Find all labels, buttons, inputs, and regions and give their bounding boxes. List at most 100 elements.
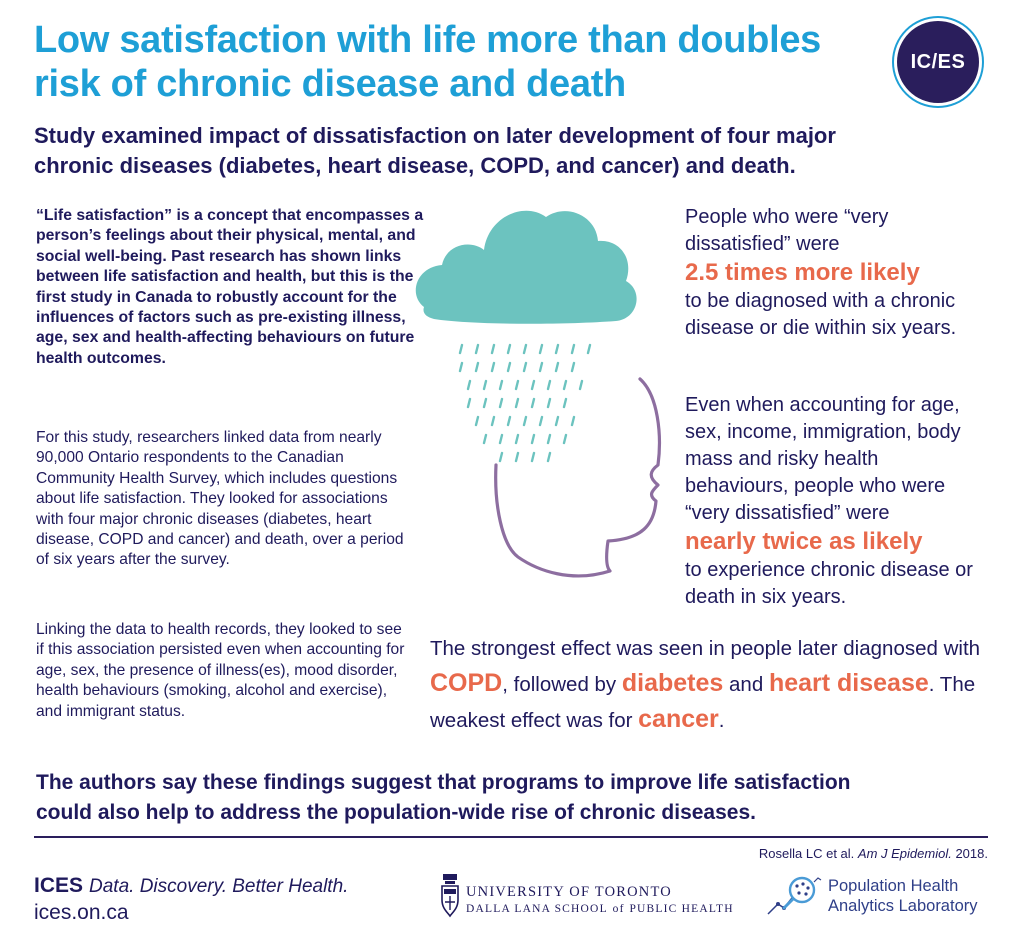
effects-and: and bbox=[729, 673, 764, 696]
rain-drop bbox=[514, 397, 520, 409]
rain-drop bbox=[514, 379, 520, 391]
illustration bbox=[415, 210, 661, 578]
rain-drop bbox=[466, 379, 472, 391]
citation-authors: Rosella LC et al. bbox=[758, 846, 855, 861]
uoft-school-of: of bbox=[612, 903, 625, 915]
rain-drop bbox=[554, 361, 560, 373]
stat-1-intro: People who were “very dissatisfied” were bbox=[685, 206, 889, 255]
rain-drop bbox=[530, 379, 536, 391]
rain-drop bbox=[498, 379, 504, 391]
rain-drop bbox=[538, 343, 544, 355]
uoft-school-b: PUBLIC HEALTH bbox=[629, 903, 734, 915]
effects-intro: The strongest effect was seen in people … bbox=[430, 637, 981, 660]
rain-drop bbox=[474, 361, 480, 373]
rain-drop bbox=[482, 397, 488, 409]
rain-drop bbox=[458, 343, 464, 355]
rain-drop bbox=[546, 451, 552, 463]
method-paragraph: For this study, researchers linked data … bbox=[36, 429, 404, 569]
rain-drop bbox=[506, 361, 512, 373]
rain-drop bbox=[498, 397, 504, 409]
uoft-crest-icon bbox=[441, 874, 459, 918]
citation-journal: Am J Epidemiol. bbox=[857, 846, 952, 861]
footer-brand-name: ICES bbox=[34, 874, 84, 897]
rain-drop bbox=[570, 415, 576, 427]
rain-drop bbox=[490, 361, 496, 373]
rain-drop bbox=[538, 361, 544, 373]
page-title: Low satisfaction with life more than dou… bbox=[34, 18, 894, 106]
effects-end: . bbox=[718, 709, 725, 732]
copd-highlight: COPD bbox=[430, 669, 503, 697]
rain-drop bbox=[530, 433, 536, 445]
rain-drop bbox=[482, 379, 488, 391]
rain-drop bbox=[522, 343, 528, 355]
citation: Rosella LC et al. Am J Epidemiol. 2018. bbox=[600, 846, 988, 862]
rain-drop bbox=[474, 415, 480, 427]
rain-drop bbox=[514, 433, 520, 445]
uoft-school-a: DALLA LANA SCHOOL bbox=[466, 903, 608, 915]
rain-drops bbox=[458, 343, 592, 463]
subtitle: Study examined impact of dissatisfaction… bbox=[34, 121, 934, 181]
rain-drop bbox=[530, 451, 536, 463]
rain-drop bbox=[490, 415, 496, 427]
rain-drop bbox=[578, 379, 584, 391]
stat-2-highlight: nearly twice as likely bbox=[685, 528, 923, 555]
conclusion-line-2: could also help to address the populatio… bbox=[36, 801, 756, 824]
cancer-highlight: cancer bbox=[638, 705, 719, 733]
title-line-1: Low satisfaction with life more than dou… bbox=[34, 19, 821, 61]
rain-drop bbox=[570, 361, 576, 373]
rain-drop bbox=[530, 397, 536, 409]
intro-paragraph: “Life satisfaction” is a concept that en… bbox=[36, 207, 424, 367]
conclusion: The authors say these findings suggest t… bbox=[36, 768, 986, 828]
rain-drop bbox=[506, 415, 512, 427]
rain-drop bbox=[466, 397, 472, 409]
stat-block-2: Even when accounting for age, sex, incom… bbox=[685, 392, 985, 611]
conclusion-line-1: The authors say these findings suggest t… bbox=[36, 771, 851, 794]
rain-drop bbox=[522, 415, 528, 427]
stat-2-intro: Even when accounting for age, sex, incom… bbox=[685, 394, 961, 524]
rain-cloud-icon bbox=[415, 210, 637, 324]
rain-drop bbox=[546, 397, 552, 409]
heart-disease-highlight: heart disease bbox=[768, 669, 929, 697]
rain-drop bbox=[490, 343, 496, 355]
subtitle-line-2: chronic diseases (diabetes, heart diseas… bbox=[34, 153, 796, 178]
rain-drop bbox=[586, 343, 592, 355]
rain-drop bbox=[562, 397, 568, 409]
uoft-wordmark: UNIVERSITY OF TORONTO DALLA LANA SCHOOL … bbox=[466, 884, 734, 917]
rain-drop bbox=[554, 343, 560, 355]
title-line-2: risk of chronic disease and death bbox=[34, 63, 626, 105]
face-profile-icon bbox=[494, 377, 661, 578]
rain-drop bbox=[514, 451, 520, 463]
diabetes-highlight: diabetes bbox=[621, 669, 724, 697]
rain-drop bbox=[562, 433, 568, 445]
rain-drop bbox=[474, 343, 480, 355]
rain-drop bbox=[522, 361, 528, 373]
rain-drop bbox=[506, 343, 512, 355]
rain-drop bbox=[482, 433, 488, 445]
rain-drop bbox=[554, 415, 560, 427]
footer-tagline: Data. Discovery. Better Health. bbox=[89, 876, 349, 897]
rain-drop bbox=[570, 343, 576, 355]
rain-drop bbox=[498, 451, 504, 463]
effects-paragraph: The strongest effect was seen in people … bbox=[430, 632, 1000, 738]
uoft-line-1: UNIVERSITY OF TORONTO bbox=[466, 884, 672, 900]
rain-drop bbox=[458, 361, 464, 373]
subtitle-line-1: Study examined impact of dissatisfaction… bbox=[34, 123, 836, 148]
divider bbox=[34, 836, 988, 838]
rain-drop bbox=[498, 433, 504, 445]
footer-url[interactable]: ices.on.ca bbox=[34, 901, 129, 924]
network-magnifier-icon bbox=[767, 876, 822, 915]
rain-drop bbox=[546, 433, 552, 445]
stat-2-outcome: to experience chronic disease or death i… bbox=[685, 559, 973, 608]
stat-block-1: People who were “very dissatisfied” were… bbox=[685, 204, 985, 342]
rain-drop bbox=[538, 415, 544, 427]
ices-logo-icon: IC/ES bbox=[897, 21, 979, 103]
effects-weakest: . The weakest effect was for bbox=[430, 673, 976, 732]
phal-line-2: Analytics Laboratory bbox=[828, 897, 978, 915]
citation-year: 2018. bbox=[955, 846, 988, 861]
phal-wordmark: Population Health Analytics Laboratory bbox=[828, 876, 978, 916]
rain-drop bbox=[546, 379, 552, 391]
stat-1-highlight: 2.5 times more likely bbox=[685, 259, 920, 286]
stat-1-outcome: to be diagnosed with a chronic disease o… bbox=[685, 290, 957, 339]
logo-text: IC/ES bbox=[910, 50, 966, 73]
rain-drop bbox=[562, 379, 568, 391]
